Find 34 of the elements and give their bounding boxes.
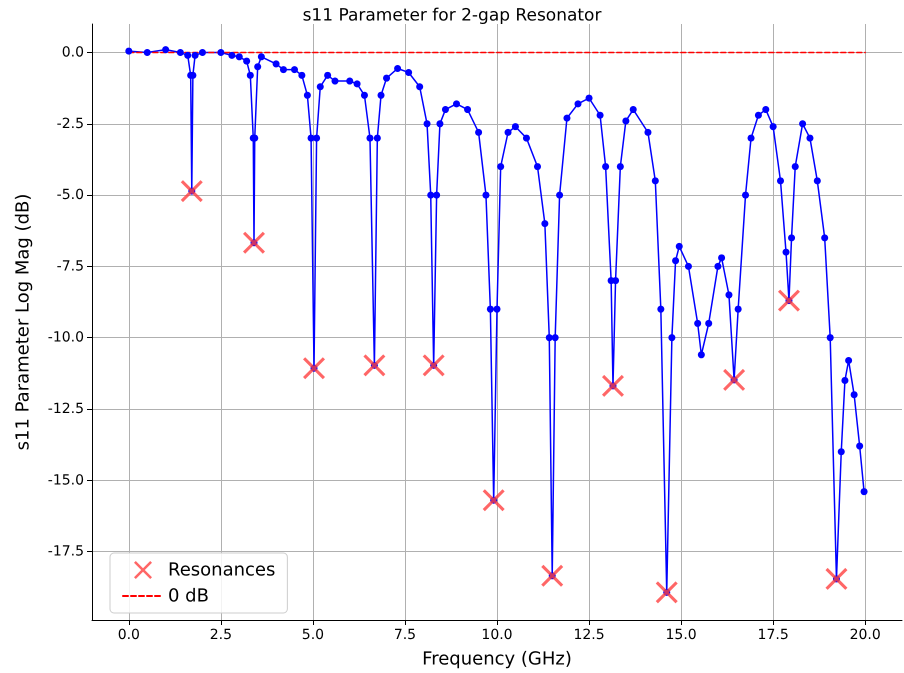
legend-label: 0 dB bbox=[168, 586, 209, 606]
x-tick-label: 10.0 bbox=[481, 627, 513, 643]
y-tick-label: -10.0 bbox=[48, 330, 84, 346]
y-tick-label: 0.0 bbox=[62, 44, 84, 61]
point bbox=[303, 357, 326, 380]
legend-label: Resonances bbox=[168, 560, 276, 580]
y-tick-label: -5.0 bbox=[56, 187, 84, 204]
point bbox=[482, 489, 505, 512]
x-tick-label: 17.5 bbox=[758, 627, 789, 643]
point bbox=[422, 354, 445, 376]
y-tick-label: -15.0 bbox=[48, 472, 84, 488]
x-tick-label: 2.5 bbox=[210, 627, 232, 643]
chart-title: s11 Parameter for 2-gap Resonator bbox=[302, 6, 602, 26]
x-axis-title: Frequency (GHz) bbox=[422, 648, 572, 670]
y-tick-label: -17.5 bbox=[48, 544, 84, 560]
y-axis-title: s11 Parameter Log Mag (dB) bbox=[12, 194, 34, 450]
point bbox=[363, 354, 386, 376]
y-tick-label: -2.5 bbox=[56, 116, 84, 132]
point bbox=[778, 290, 800, 312]
point bbox=[602, 374, 624, 397]
x-tick-label: 12.5 bbox=[573, 627, 605, 643]
x-tick-label: 0.0 bbox=[118, 627, 140, 643]
point bbox=[180, 180, 203, 202]
y-tick-label: -7.5 bbox=[56, 258, 84, 274]
x-tick-label: 7.5 bbox=[394, 627, 416, 643]
point bbox=[541, 564, 564, 587]
point bbox=[723, 368, 746, 391]
x-tick-label: 5.0 bbox=[302, 627, 324, 643]
point bbox=[825, 568, 848, 590]
point bbox=[243, 232, 265, 254]
x-tick-label: 20.0 bbox=[850, 627, 881, 643]
y-tick-label: -12.5 bbox=[48, 400, 84, 417]
x-tick-label: 15.0 bbox=[666, 627, 697, 643]
point bbox=[656, 581, 678, 604]
